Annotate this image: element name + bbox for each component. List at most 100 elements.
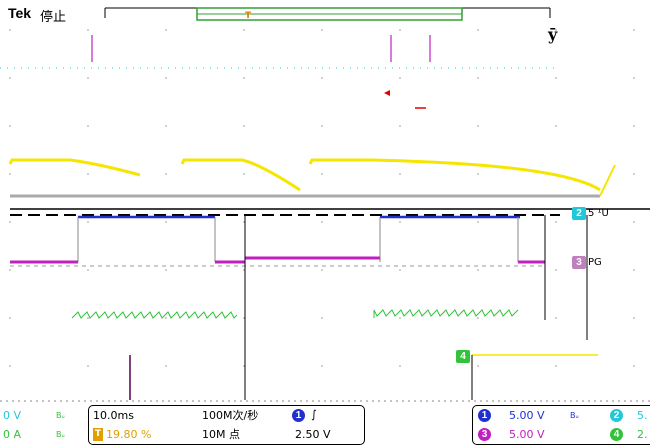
grid-dot <box>477 125 479 127</box>
ch-left-flag-1: Bᵤ <box>56 411 65 420</box>
grid-dot <box>321 269 323 271</box>
grid-dot <box>9 221 11 223</box>
ch3-marker-tail: PG <box>588 257 602 268</box>
ch2-badge[interactable]: 2 <box>610 409 623 422</box>
grid-dot <box>243 125 245 127</box>
grid-dot <box>165 317 167 319</box>
sample-rate: 100M次/秒 <box>202 409 259 422</box>
timebase-scale: 10.0ms <box>93 409 134 422</box>
ch1-bw-flag: Bᵤ <box>570 411 579 420</box>
grid-dot <box>321 77 323 79</box>
grid-dot <box>165 221 167 223</box>
ch3-trace <box>10 256 545 264</box>
grid-dot <box>477 77 479 79</box>
ch4-burst-1 <box>71 311 238 319</box>
grid-dot <box>399 125 401 127</box>
grid-dot <box>9 365 11 367</box>
trigger-level: 2.50 V <box>295 428 331 441</box>
grid-dot <box>633 29 635 31</box>
grid-dot <box>243 269 245 271</box>
ch1-edge <box>599 164 616 197</box>
ch2-marker[interactable]: 2 <box>572 207 586 220</box>
grid-dot <box>555 365 557 367</box>
record-length: 10M 点 <box>202 428 240 441</box>
grid-dot <box>87 317 89 319</box>
grid-dot <box>477 317 479 319</box>
grid-dot <box>321 173 323 175</box>
grid-dot <box>165 29 167 31</box>
grid-dot <box>321 29 323 31</box>
grid-dot <box>243 173 245 175</box>
ch3-badge[interactable]: 3 <box>478 428 491 441</box>
grid-dot <box>399 173 401 175</box>
grid-dot <box>321 317 323 319</box>
grid-dot <box>555 221 557 223</box>
grid-dot <box>633 221 635 223</box>
grid-dot <box>633 173 635 175</box>
ch4-marker[interactable]: 4 <box>456 350 470 363</box>
grid-dot <box>243 365 245 367</box>
grid-dot <box>399 29 401 31</box>
ch3-scale: 5.00 V <box>509 428 545 441</box>
grid-dot <box>87 125 89 127</box>
ch2-scale: 5. <box>637 409 648 422</box>
math-trace-edges <box>77 217 519 262</box>
grid-dot <box>633 77 635 79</box>
trigger-position-marker[interactable]: T <box>245 11 252 21</box>
ch2-marker-tail: 5 ¹U <box>588 208 609 219</box>
grid-dot <box>321 125 323 127</box>
grid-dot <box>633 125 635 127</box>
grid-dot <box>243 77 245 79</box>
ch4-badge[interactable]: 4 <box>610 428 623 441</box>
delay-value: 19.80 % <box>106 428 152 441</box>
ch4-scale: 2. <box>637 428 648 441</box>
grid-dot <box>165 77 167 79</box>
grid-dot <box>477 173 479 175</box>
grid-dot <box>555 317 557 319</box>
delay-icon: T <box>93 428 103 441</box>
ch3-marker[interactable]: 3 <box>572 256 586 269</box>
grid-dot <box>243 29 245 31</box>
ch-left-flag-2: Bᵤ <box>56 430 65 439</box>
ch4-burst-2 <box>373 309 519 318</box>
trigger-slope-icon: ∫ <box>311 408 317 421</box>
grid-dot <box>165 269 167 271</box>
grid-dot <box>633 317 635 319</box>
grid-dot <box>321 221 323 223</box>
grid-dot <box>9 29 11 31</box>
grid-dot <box>165 173 167 175</box>
grid-dot <box>87 173 89 175</box>
timebase-panel[interactable]: 10.0ms T 19.80 % 100M次/秒 10M 点 1 ∫ 2.50 … <box>88 405 365 445</box>
grid-dot <box>9 317 11 319</box>
grid-dot <box>87 29 89 31</box>
trigger-arrow <box>384 90 390 96</box>
channel-panel[interactable]: 1 5.00 V Bᵤ 2 5. 3 5.00 V 4 2. <box>472 405 650 445</box>
grid-dot <box>399 365 401 367</box>
grid-dot <box>9 77 11 79</box>
grid-dot <box>555 29 557 31</box>
ch1-ramp-2 <box>308 158 601 192</box>
grid-dot <box>243 221 245 223</box>
grid-dot <box>555 125 557 127</box>
grid-dot <box>87 221 89 223</box>
grid-dot <box>87 365 89 367</box>
grid-dot <box>477 365 479 367</box>
grid-dot <box>477 29 479 31</box>
trigger-status-icon: ȳ <box>548 25 558 44</box>
run-state-label: 停止 <box>40 10 67 25</box>
grid-dot <box>165 365 167 367</box>
grid-dot <box>321 365 323 367</box>
grid-dot <box>399 269 401 271</box>
grid-dot <box>555 77 557 79</box>
brand-logo: Tek <box>8 5 32 21</box>
grid-dot <box>633 365 635 367</box>
ch1-badge[interactable]: 1 <box>478 409 491 422</box>
grid-dot <box>87 77 89 79</box>
ch-left-value-1: 0 V <box>3 409 22 422</box>
grid-dot <box>555 269 557 271</box>
grid-dot <box>87 269 89 271</box>
grid-dot <box>9 269 11 271</box>
grid-dot <box>477 269 479 271</box>
ch1-ramp-1 <box>180 158 301 192</box>
